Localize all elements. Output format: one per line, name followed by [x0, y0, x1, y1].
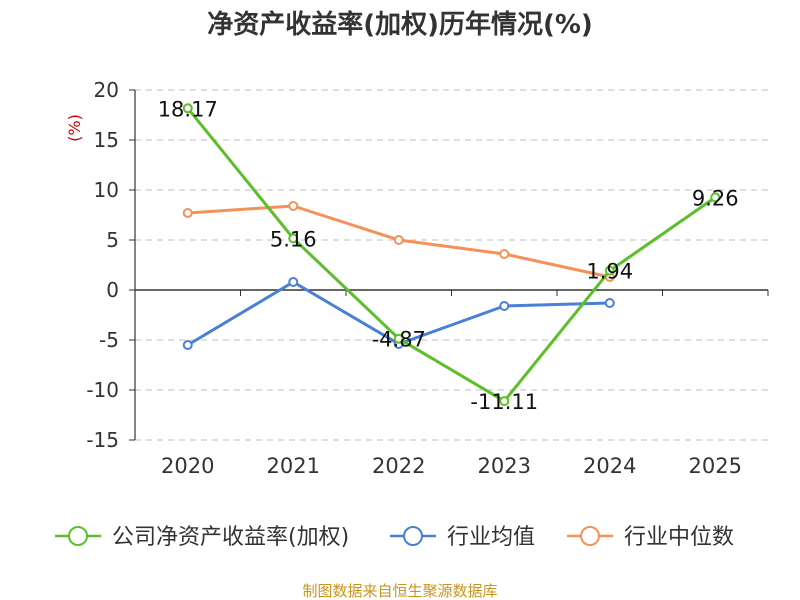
data-point: [288, 233, 299, 244]
y-tick-label: 5: [106, 228, 119, 252]
legend-label: 行业均值: [447, 525, 535, 550]
data-point: [288, 277, 299, 287]
x-tick-label: 2022: [372, 454, 425, 478]
x-tick-label: 2025: [689, 454, 742, 478]
legend-marker-icon: [403, 526, 423, 546]
y-tick-label: -5: [99, 328, 119, 352]
data-point: [499, 301, 510, 311]
data-point: [182, 103, 193, 114]
legend-label: 公司净资产收益率(加权): [112, 525, 349, 550]
y-tick-label: 20: [94, 78, 119, 102]
data-point: [499, 396, 510, 407]
data-label: 5.16: [270, 227, 317, 251]
data-label: 1.94: [586, 260, 633, 284]
data-label: -11.11: [470, 390, 538, 414]
x-tick-label: 2020: [161, 454, 214, 478]
data-point: [393, 235, 404, 245]
series-line-0: [186, 107, 717, 403]
data-point: [710, 192, 721, 203]
data-point: [604, 265, 615, 276]
data-label: 18.17: [158, 97, 218, 121]
data-label: 9.26: [692, 186, 739, 210]
data-point: [288, 201, 299, 211]
x-tick-label: 2023: [478, 454, 531, 478]
data-point: [499, 249, 510, 259]
y-axis-label: (%): [65, 114, 84, 142]
legend-marker-icon: [580, 526, 600, 546]
data-point: [393, 333, 404, 344]
y-tick-label: -15: [86, 428, 119, 452]
x-tick-label: 2021: [267, 454, 320, 478]
legend-marker-icon: [68, 526, 88, 546]
data-label: -4.87: [372, 328, 426, 352]
source-note: 制图数据来自恒生聚源数据库: [302, 582, 497, 600]
y-tick-label: 15: [94, 128, 119, 152]
chart-title: 净资产收益率(加权)历年情况(%): [207, 9, 593, 40]
data-point: [182, 208, 193, 218]
x-tick-label: 2024: [583, 454, 636, 478]
y-tick-label: 10: [94, 178, 119, 202]
data-point: [604, 298, 615, 308]
data-point: [182, 340, 193, 350]
y-tick-label: -10: [86, 378, 119, 402]
legend-label: 行业中位数: [624, 525, 734, 550]
y-tick-label: 0: [106, 278, 119, 302]
